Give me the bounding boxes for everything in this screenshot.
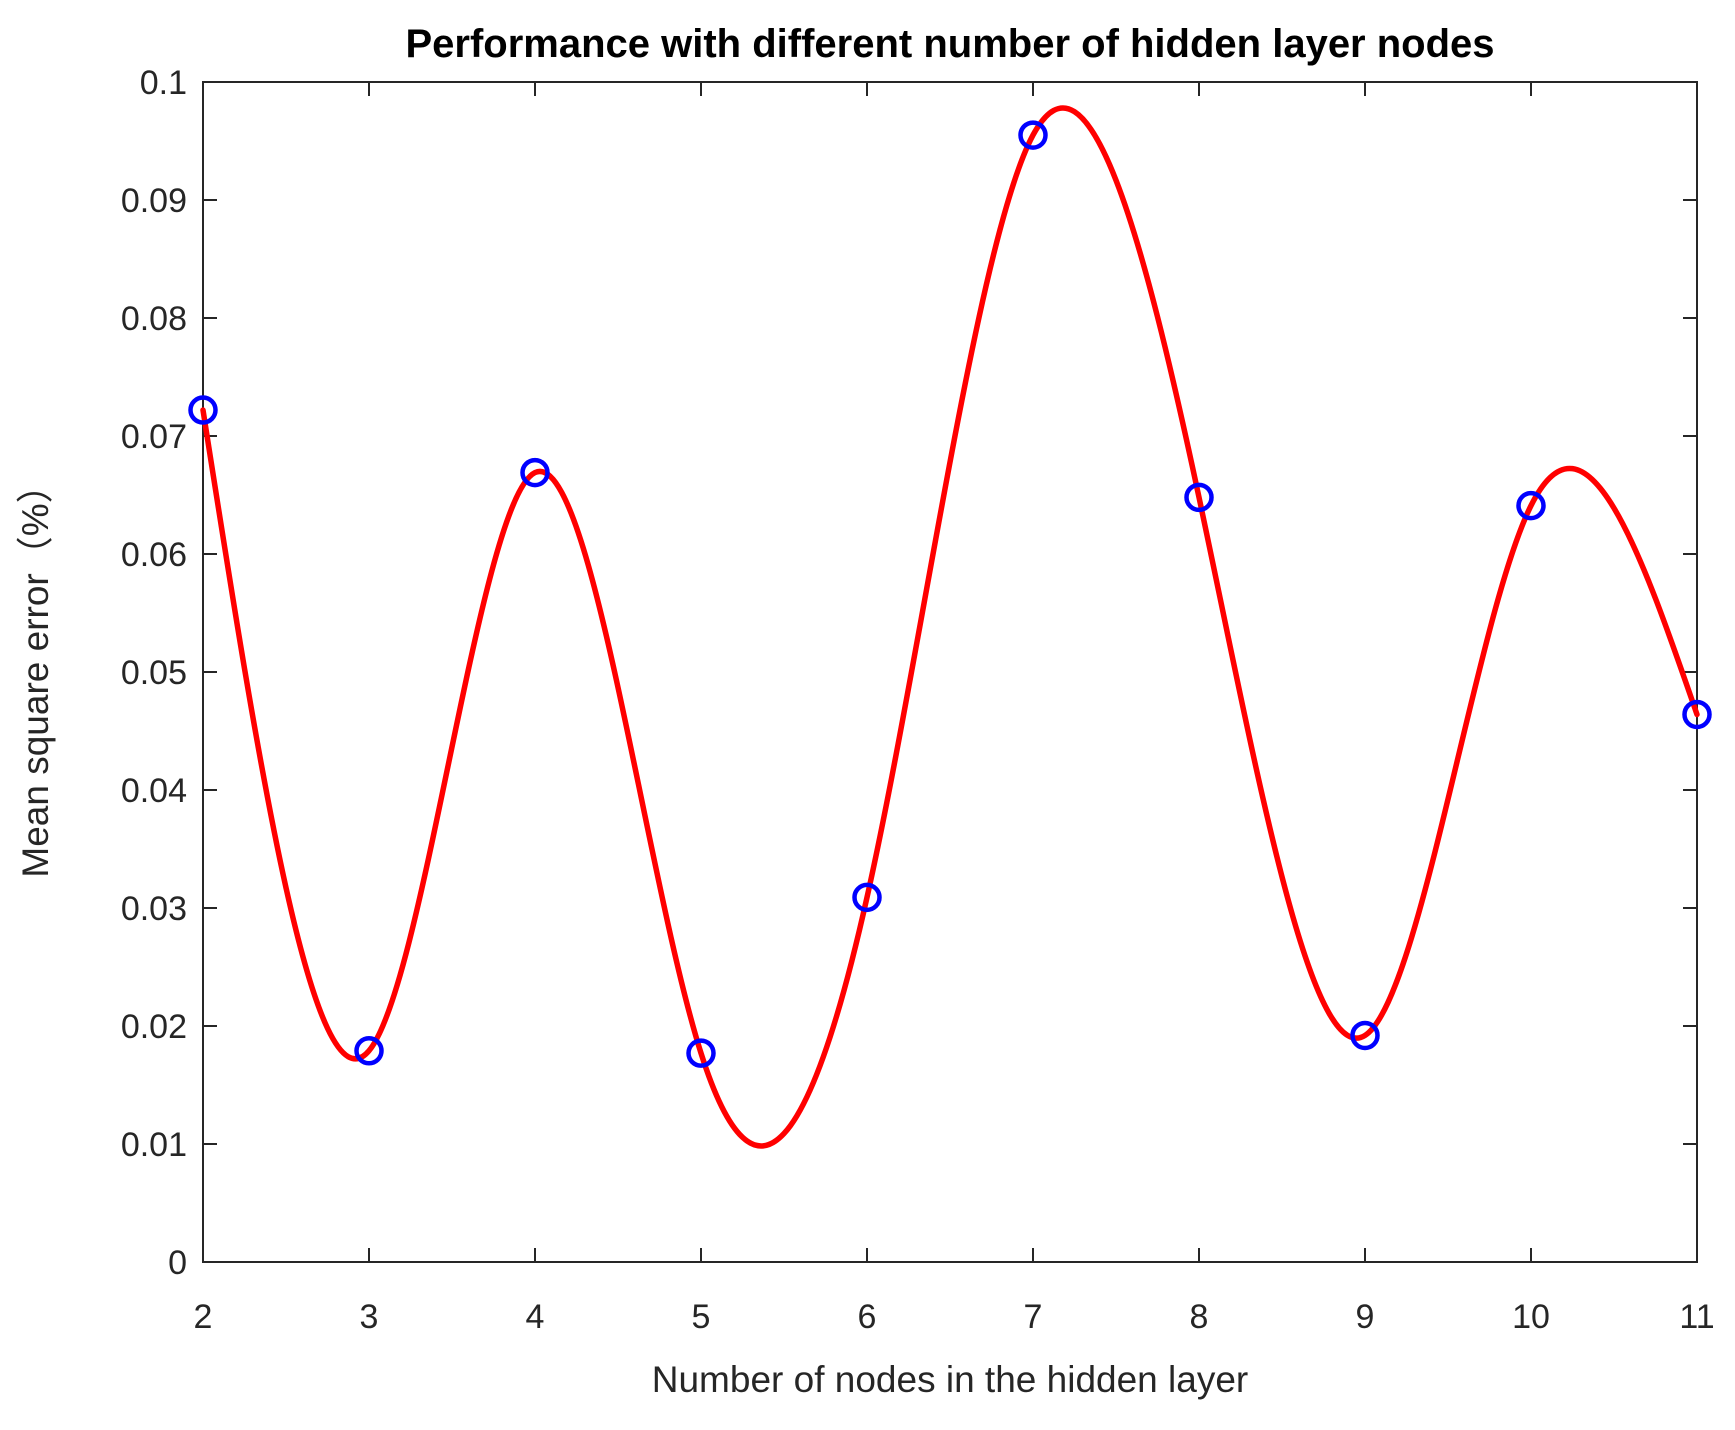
- y-tick-label: 0.1: [140, 64, 187, 102]
- x-tick-label: 4: [526, 1298, 545, 1336]
- axes-box: [202, 81, 1698, 1263]
- data-point-marker: [1516, 490, 1546, 521]
- y-tick-label: 0.04: [121, 772, 187, 810]
- y-tick-label: 0.06: [121, 536, 187, 574]
- x-axis-label: Number of nodes in the hidden layer: [652, 1359, 1248, 1400]
- y-axis-label: Mean square error（%）: [15, 466, 56, 877]
- x-tick-label: 5: [692, 1298, 711, 1336]
- chart-title: Performance with different number of hid…: [405, 22, 1494, 66]
- x-tick-label: 6: [858, 1298, 877, 1336]
- y-tick-label: 0: [168, 1244, 187, 1282]
- y-tick-label: 0.02: [121, 1008, 187, 1046]
- y-tick-label: 0.05: [121, 654, 187, 692]
- data-point-marker: [188, 395, 218, 425]
- data-point-marker: [354, 1036, 384, 1066]
- data-point-marker: [1682, 699, 1712, 730]
- data-point-marker: [852, 882, 882, 913]
- y-tick-label: 0.08: [121, 300, 187, 338]
- data-point-marker: [520, 457, 550, 488]
- data-point-marker: [1184, 482, 1214, 513]
- y-tick-label: 0.09: [121, 182, 187, 220]
- spline-curve: [200, 105, 1700, 1149]
- data-point-marker: [1350, 1020, 1380, 1051]
- x-tick-label: 10: [1512, 1298, 1550, 1336]
- x-tick-label: 11: [1679, 1298, 1714, 1336]
- data-point-marker: [1018, 120, 1048, 150]
- y-tick-label: 0.03: [121, 890, 187, 928]
- x-tick-label: 2: [194, 1298, 213, 1336]
- y-tick-label: 0.07: [121, 418, 187, 456]
- data-point-marker: [686, 1038, 716, 1068]
- x-tick-label: 7: [1024, 1298, 1043, 1336]
- x-tick-label: 8: [1190, 1298, 1209, 1336]
- chart-plot-area: 2 3 4 5 6 7 8 9 10 11 0 0.01 0.02 0.03 0.04 0.05 0.06 0.0…: [121, 64, 1715, 1336]
- x-tick-label: 3: [360, 1298, 379, 1336]
- x-tick-label: 9: [1356, 1298, 1375, 1336]
- y-tick-label: 0.01: [121, 1126, 187, 1164]
